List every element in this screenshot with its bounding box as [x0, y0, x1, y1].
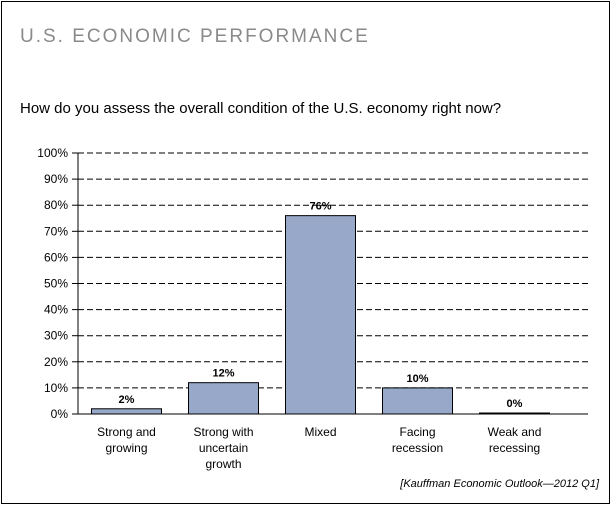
y-tick-label: 100%	[37, 146, 68, 160]
chart-title: U.S. ECONOMIC PERFORMANCE	[20, 26, 370, 47]
x-category-label: growing	[105, 441, 147, 455]
y-tick-label: 60%	[44, 250, 68, 264]
y-tick-label: 80%	[44, 198, 68, 212]
y-tick-label: 70%	[44, 224, 68, 238]
x-category-label: recession	[392, 441, 443, 455]
x-category-label: Weak and	[488, 425, 542, 439]
y-tick-label: 30%	[44, 329, 68, 343]
y-tick-label: 40%	[44, 303, 68, 317]
bar	[188, 382, 259, 415]
x-category-label: Facing	[399, 425, 435, 439]
x-category-label: growth	[205, 457, 241, 471]
y-tick-label: 0%	[51, 407, 69, 421]
bar	[382, 387, 453, 415]
bar-value-label: 10%	[406, 373, 428, 385]
x-category-label: Strong with	[193, 425, 253, 439]
y-tick-label: 90%	[44, 172, 68, 186]
bar-value-label: 76%	[309, 201, 331, 213]
bar-value-label: 12%	[212, 368, 234, 380]
y-tick-label: 50%	[44, 277, 68, 291]
bar-value-label: 2%	[119, 394, 135, 406]
chart-question: How do you assess the overall condition …	[20, 100, 502, 117]
y-tick-label: 10%	[44, 381, 68, 395]
x-category-label: recessing	[489, 441, 540, 455]
bar	[285, 215, 356, 415]
x-category-label: Mixed	[304, 425, 336, 439]
bar	[91, 408, 162, 415]
x-category-label: Strong and	[97, 425, 156, 439]
bar-value-label: 0%	[507, 398, 523, 410]
y-tick-label: 20%	[44, 355, 68, 369]
x-category-label: uncertain	[199, 441, 248, 455]
bar	[479, 412, 550, 415]
source-citation: [Kauffman Economic Outlook—2012 Q1]	[400, 478, 599, 490]
